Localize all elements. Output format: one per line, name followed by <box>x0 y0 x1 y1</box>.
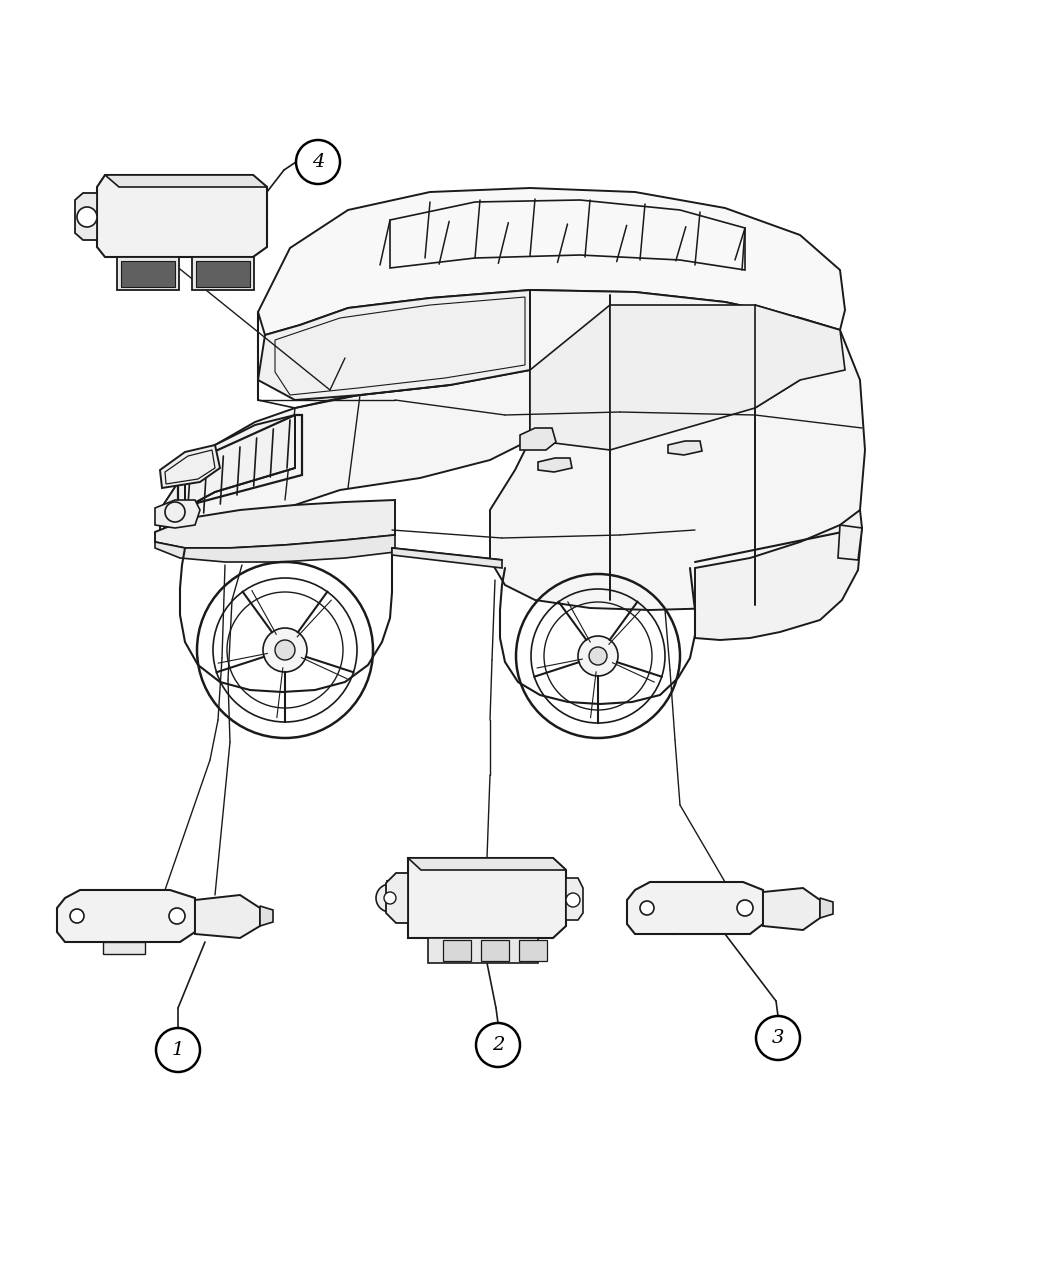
Circle shape <box>262 629 307 672</box>
Polygon shape <box>763 887 820 929</box>
Polygon shape <box>490 289 865 609</box>
Polygon shape <box>103 942 145 954</box>
Circle shape <box>476 1023 520 1067</box>
Circle shape <box>578 636 618 676</box>
Polygon shape <box>610 305 800 450</box>
Text: 2: 2 <box>491 1037 504 1054</box>
Polygon shape <box>260 907 273 926</box>
Polygon shape <box>160 445 220 488</box>
Circle shape <box>566 892 580 907</box>
Polygon shape <box>117 258 178 289</box>
Circle shape <box>70 909 84 923</box>
Circle shape <box>756 1016 800 1060</box>
Polygon shape <box>75 193 97 240</box>
Polygon shape <box>185 414 295 507</box>
Circle shape <box>296 140 340 184</box>
Polygon shape <box>155 500 200 528</box>
Circle shape <box>275 640 295 660</box>
Circle shape <box>630 891 664 924</box>
Polygon shape <box>195 895 260 938</box>
Polygon shape <box>530 305 610 450</box>
Polygon shape <box>155 500 395 548</box>
Polygon shape <box>192 258 254 289</box>
Circle shape <box>156 1028 200 1072</box>
Polygon shape <box>520 428 556 450</box>
Polygon shape <box>538 458 572 472</box>
Polygon shape <box>566 878 583 921</box>
Polygon shape <box>258 187 845 335</box>
Polygon shape <box>105 175 267 187</box>
Polygon shape <box>755 305 845 408</box>
Polygon shape <box>160 370 530 544</box>
Circle shape <box>376 884 404 912</box>
Polygon shape <box>160 445 215 530</box>
Circle shape <box>77 207 97 227</box>
Polygon shape <box>386 873 408 923</box>
Polygon shape <box>57 890 195 942</box>
Text: 3: 3 <box>772 1029 784 1047</box>
Polygon shape <box>627 882 763 935</box>
Text: 1: 1 <box>172 1040 184 1060</box>
Polygon shape <box>820 898 833 918</box>
Polygon shape <box>428 938 538 963</box>
Polygon shape <box>258 289 530 400</box>
Polygon shape <box>196 261 250 287</box>
Polygon shape <box>155 536 395 562</box>
Polygon shape <box>519 940 547 961</box>
Circle shape <box>737 900 753 915</box>
Circle shape <box>589 646 607 666</box>
Polygon shape <box>408 858 566 938</box>
Polygon shape <box>481 940 509 961</box>
Polygon shape <box>392 548 502 567</box>
Polygon shape <box>695 510 862 640</box>
Circle shape <box>59 898 94 935</box>
Circle shape <box>384 892 396 904</box>
Polygon shape <box>838 525 862 560</box>
Polygon shape <box>668 441 702 455</box>
Polygon shape <box>121 261 175 287</box>
Polygon shape <box>97 175 267 258</box>
Polygon shape <box>408 858 566 870</box>
Circle shape <box>169 908 185 924</box>
Circle shape <box>640 901 654 915</box>
Polygon shape <box>443 940 471 961</box>
Text: 4: 4 <box>312 153 324 171</box>
